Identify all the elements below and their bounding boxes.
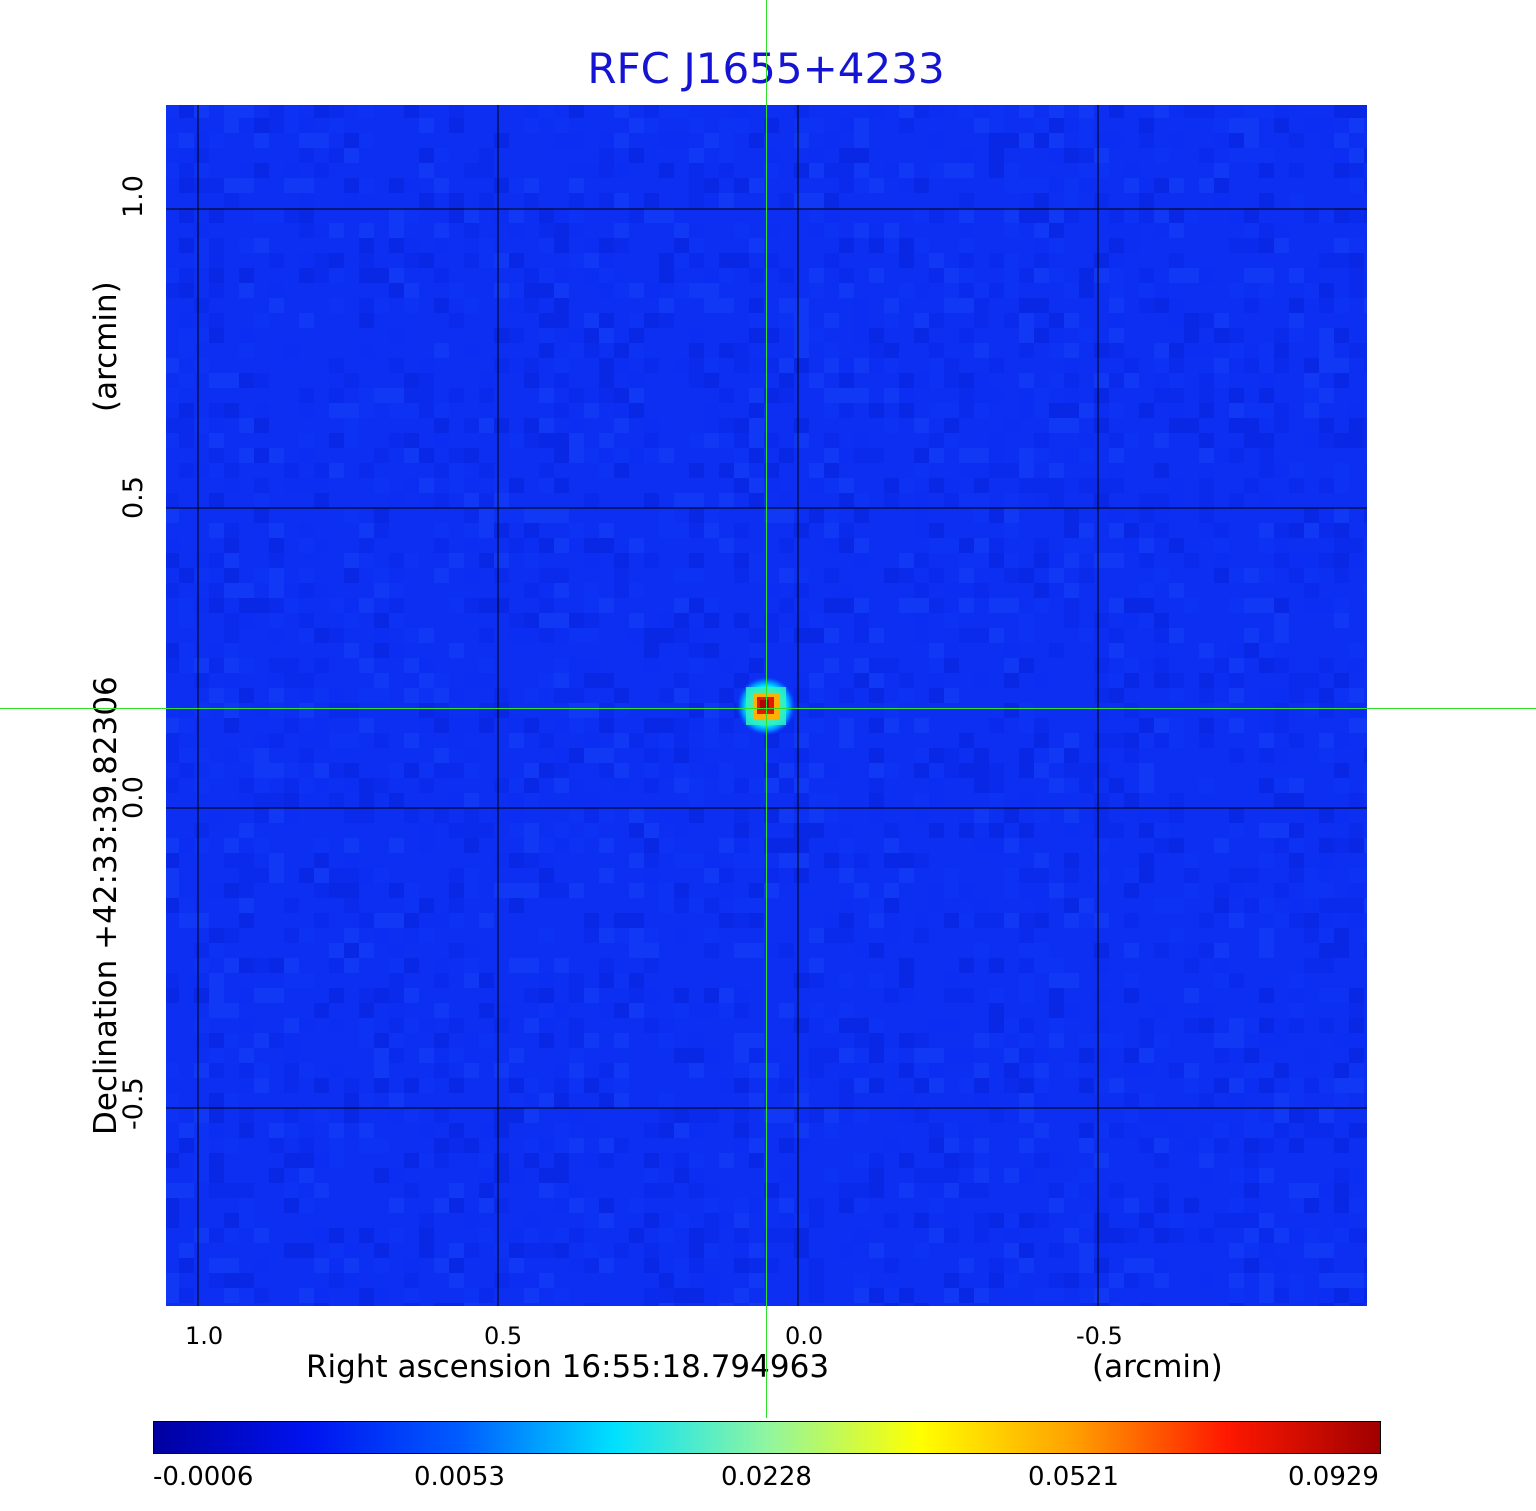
x-tick-0.5: 0.5 bbox=[484, 1322, 523, 1350]
colorbar-tick-2: 0.0228 bbox=[721, 1462, 812, 1492]
colorbar-tick-3: 0.0521 bbox=[1028, 1462, 1119, 1492]
y-axis-label: Declination +42:33:39.82306 bbox=[88, 676, 124, 1135]
x-tick-0.0: 0.0 bbox=[785, 1322, 824, 1350]
y-tick-1.0: 1.0 bbox=[118, 175, 149, 218]
colorbar-tick-1: 0.0053 bbox=[414, 1462, 505, 1492]
y-tick-0.5: 0.5 bbox=[118, 476, 149, 519]
pixel-noise bbox=[164, 103, 1369, 1308]
x-tick-1.0: 1.0 bbox=[185, 1322, 224, 1350]
x-tick-minus-0.5: -0.5 bbox=[1076, 1322, 1123, 1350]
colorbar-tick-0: -0.0006 bbox=[153, 1462, 254, 1492]
colorbar-tick-4: 0.0929 bbox=[1288, 1462, 1379, 1492]
crosshair-horizontal bbox=[0, 708, 1536, 709]
x-axis-unit: (arcmin) bbox=[1092, 1349, 1223, 1385]
source-peak bbox=[760, 700, 769, 709]
y-axis-unit: (arcmin) bbox=[88, 281, 124, 412]
x-axis-label: Right ascension 16:55:18.794963 bbox=[306, 1349, 830, 1385]
colorbar bbox=[153, 1421, 1381, 1454]
crosshair-vertical bbox=[766, 0, 767, 1418]
